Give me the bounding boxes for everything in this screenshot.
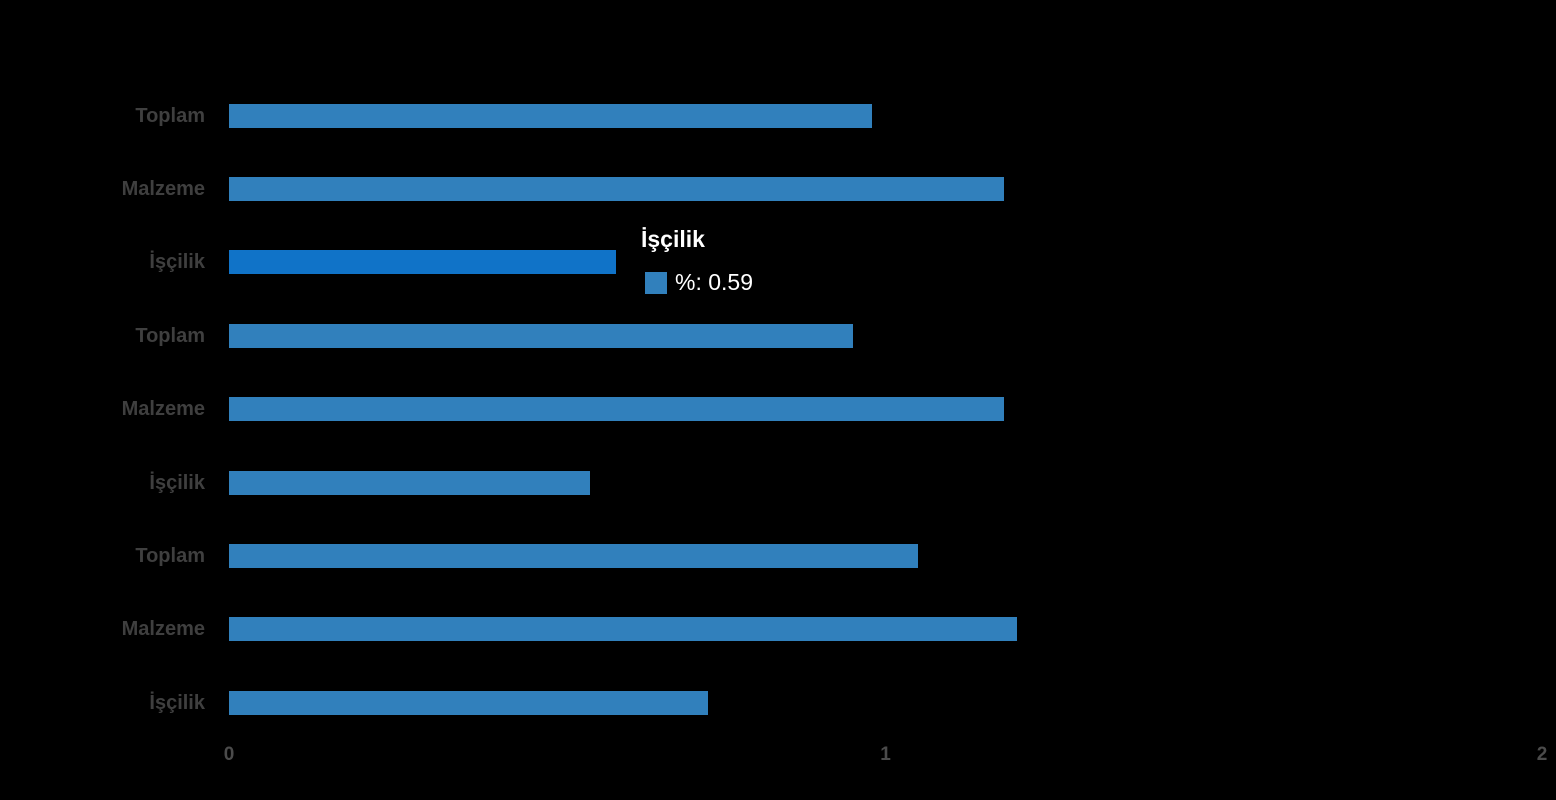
bar[interactable] [229, 617, 1017, 642]
bar-row: Malzeme [0, 617, 1556, 642]
tooltip: İşçilik %: 0.59 [641, 226, 753, 296]
bar-row: Malzeme [0, 397, 1556, 422]
category-label: Toplam [135, 544, 205, 567]
bar[interactable] [229, 176, 1004, 201]
bar-row: İşçilik [0, 690, 1556, 715]
bar[interactable] [229, 543, 919, 568]
tooltip-value: %: 0.59 [675, 269, 753, 295]
category-label: Malzeme [121, 618, 205, 641]
category-label: İşçilik [149, 251, 205, 274]
bar[interactable] [229, 690, 709, 715]
bar[interactable] [229, 103, 873, 128]
category-label: Malzeme [121, 398, 205, 421]
bar-highlighted[interactable] [229, 250, 617, 275]
category-label: İşçilik [149, 691, 205, 714]
series-swatch-icon [645, 271, 667, 294]
category-label: Toplam [135, 104, 205, 127]
bar-row: Malzeme [0, 176, 1556, 201]
bar-row: İşçilik [0, 470, 1556, 495]
bar-row: Toplam [0, 323, 1556, 348]
bar[interactable] [229, 397, 1004, 422]
x-axis: 0 1 2 [0, 744, 1556, 774]
category-label: Malzeme [121, 177, 205, 200]
category-label: İşçilik [149, 471, 205, 494]
bar[interactable] [229, 470, 591, 495]
tooltip-title: İşçilik [641, 226, 705, 252]
x-axis-tick-label: 0 [223, 744, 235, 765]
tooltip-row: %: 0.59 [641, 269, 753, 296]
category-label: Toplam [135, 324, 205, 347]
bar-row: Toplam [0, 543, 1556, 568]
x-axis-tick-label: 2 [1536, 744, 1548, 765]
bar-row: Toplam [0, 103, 1556, 128]
bar-row: İşçilik [0, 250, 1556, 275]
x-axis-tick-label: 1 [880, 744, 891, 765]
bar[interactable] [229, 323, 853, 348]
